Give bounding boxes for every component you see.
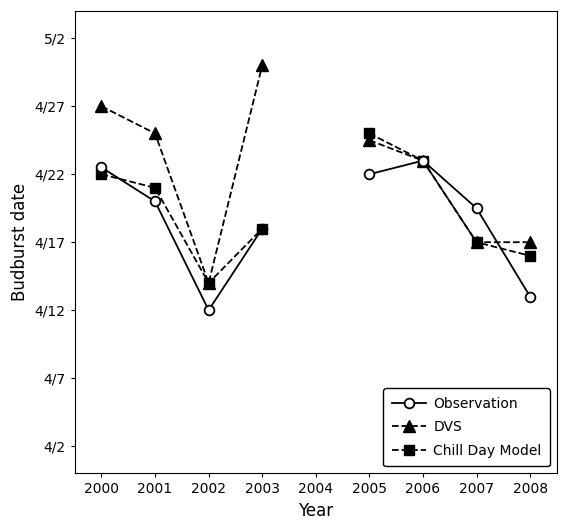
Chill Day Model xyxy=(420,158,427,164)
Observation xyxy=(420,158,427,164)
Line: Observation: Observation xyxy=(365,156,535,302)
Y-axis label: Budburst date: Budburst date xyxy=(11,183,29,301)
Chill Day Model xyxy=(366,130,373,136)
X-axis label: Year: Year xyxy=(298,502,333,520)
Line: DVS: DVS xyxy=(364,135,536,248)
Chill Day Model xyxy=(473,239,480,245)
Line: Chill Day Model: Chill Day Model xyxy=(365,129,535,261)
Legend: Observation, DVS, Chill Day Model: Observation, DVS, Chill Day Model xyxy=(383,388,550,466)
Observation xyxy=(473,205,480,211)
DVS xyxy=(366,137,373,143)
Chill Day Model xyxy=(527,253,533,259)
DVS xyxy=(527,239,533,245)
DVS xyxy=(473,239,480,245)
Observation xyxy=(527,294,533,300)
Observation xyxy=(366,171,373,177)
DVS xyxy=(420,158,427,164)
